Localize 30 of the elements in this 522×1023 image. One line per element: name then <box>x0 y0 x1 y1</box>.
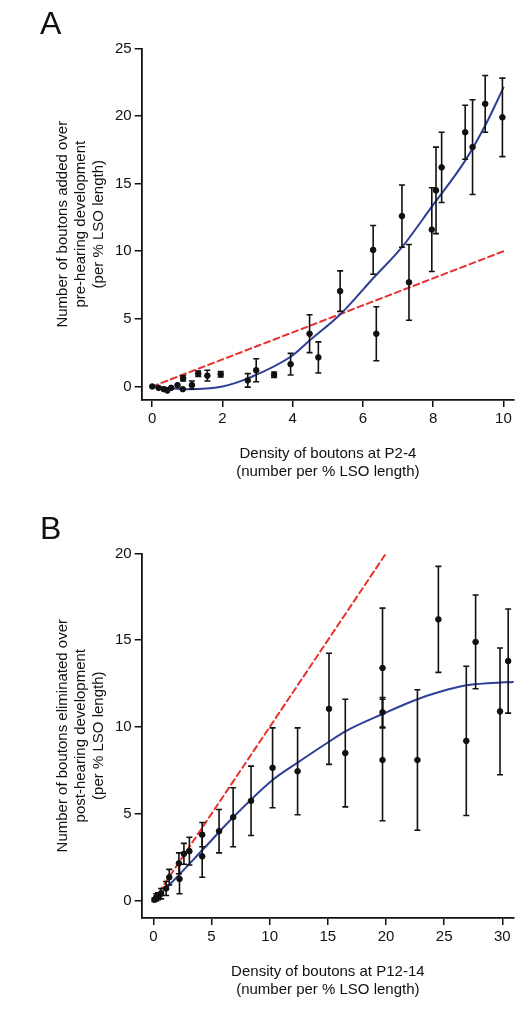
x-tick-label: 2 <box>218 409 227 427</box>
y-tick-label: 5 <box>123 803 132 821</box>
x-tick-label: 4 <box>288 409 297 427</box>
x-tick-label: 5 <box>207 927 216 945</box>
y-tick-label: 5 <box>123 309 132 326</box>
y-axis-title: Number of boutons eliminated over post-hearing development (per % LSO length) <box>53 618 107 853</box>
x-tick-label: 0 <box>149 927 158 945</box>
y-tick-label: 25 <box>115 38 132 56</box>
chart-title: A <box>40 5 62 42</box>
x-tick-label: 10 <box>495 409 512 427</box>
y-tick-label: 0 <box>123 890 132 908</box>
chart-title: B <box>40 510 62 547</box>
x-tick-label: 15 <box>319 927 337 945</box>
y-axis-title: Number of boutons added over pre-hearing development (per % LSO length) <box>53 120 107 328</box>
x-axis-title: Density of boutons at P2-4 (number per % LSO length) <box>236 444 420 480</box>
x-tick-label: 30 <box>494 927 511 945</box>
x-tick-label: 0 <box>148 409 157 427</box>
y-tick-label: 15 <box>115 173 132 191</box>
y-tick-label: 20 <box>115 543 132 561</box>
x-tick-label: 25 <box>435 927 453 945</box>
y-tick-label: 0 <box>123 376 132 394</box>
y-tick-label: 15 <box>115 630 132 648</box>
y-tick-label: 10 <box>115 717 132 735</box>
x-tick-label: 20 <box>377 927 395 945</box>
y-tick-label: 10 <box>115 241 132 259</box>
x-tick-label: 8 <box>429 409 438 427</box>
x-tick-label: 6 <box>358 409 368 427</box>
y-tick-label: 20 <box>115 106 132 124</box>
x-tick-label: 10 <box>261 927 279 945</box>
x-axis-title: Density of boutons at P12-14 (number per % LSO length) <box>231 962 425 998</box>
